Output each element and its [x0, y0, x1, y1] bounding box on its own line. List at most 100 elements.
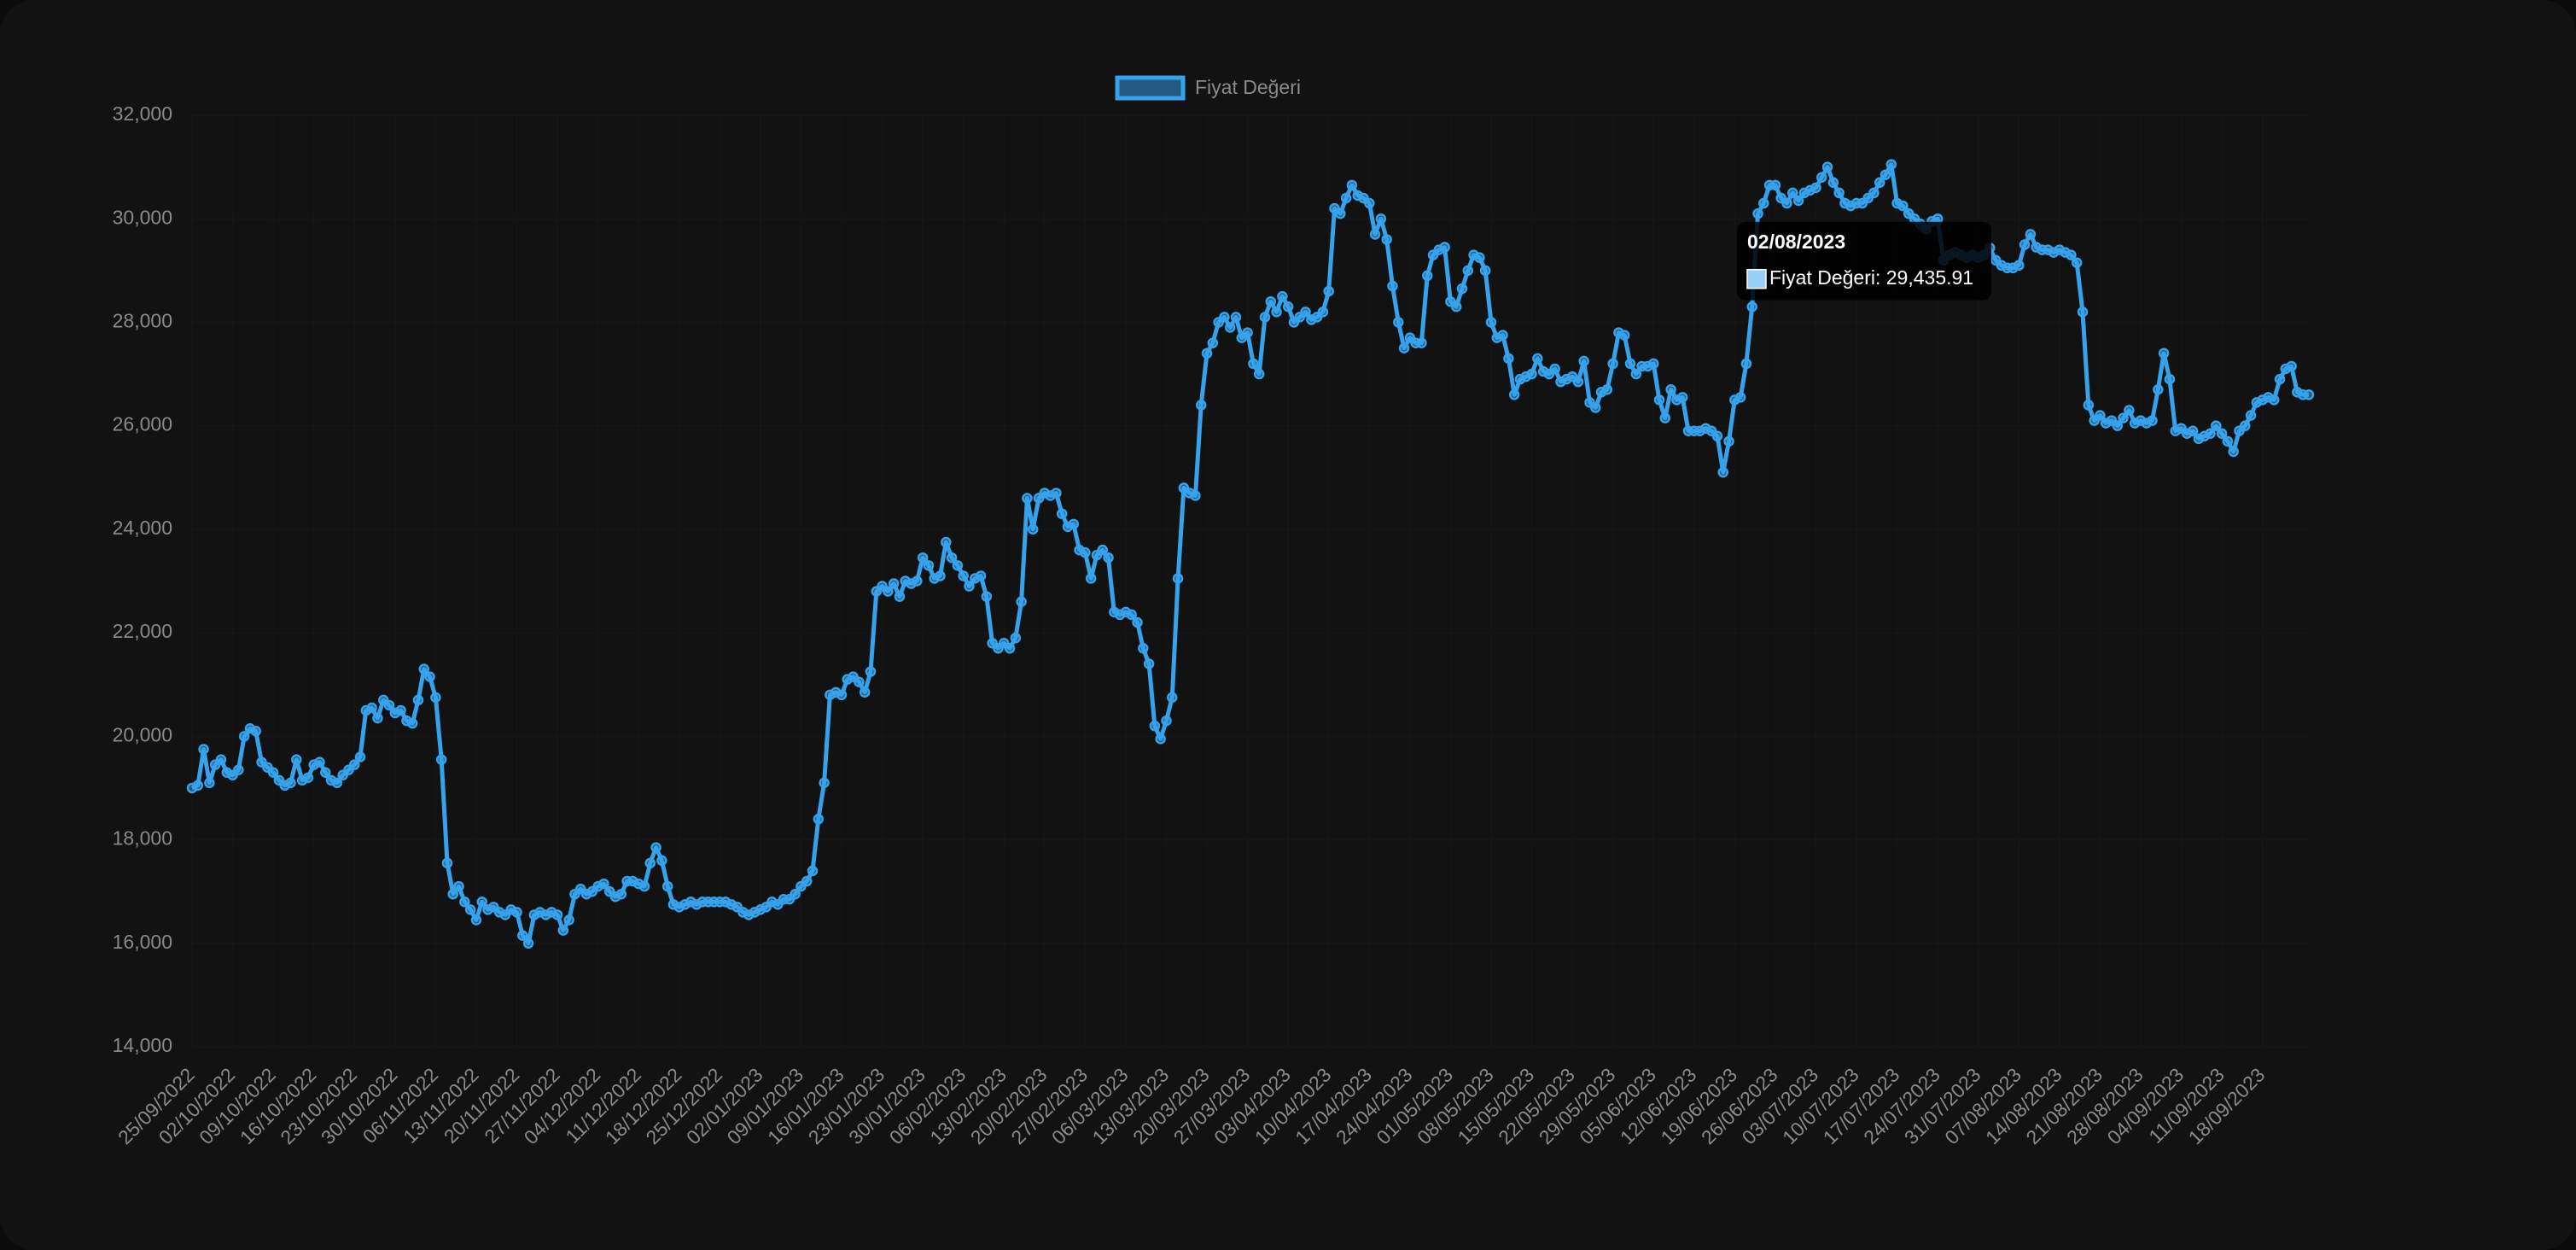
data-point	[470, 914, 482, 926]
data-point	[1792, 195, 1804, 207]
data-point	[1016, 596, 1027, 607]
data-point	[2077, 307, 2089, 318]
data-point	[1752, 207, 1763, 219]
data-point	[1253, 368, 1265, 380]
data-point	[1323, 285, 1334, 297]
data-point	[1526, 368, 1537, 380]
data-point	[1248, 358, 1259, 370]
data-point	[1653, 394, 1665, 406]
data-point	[1143, 658, 1155, 669]
data-point	[1190, 490, 1201, 501]
data-point	[1503, 353, 1514, 365]
data-point	[2303, 389, 2315, 400]
data-point	[1810, 182, 1821, 194]
data-point	[2245, 410, 2257, 421]
data-point	[1085, 573, 1097, 584]
data-point	[1607, 358, 1618, 370]
data-point	[1717, 466, 1729, 478]
data-point	[302, 772, 314, 784]
data-point	[941, 536, 952, 548]
data-point	[233, 764, 244, 775]
data-point	[2083, 400, 2095, 411]
data-point	[1497, 330, 1508, 341]
data-point	[563, 914, 574, 926]
data-point	[1375, 213, 1387, 225]
data-point	[865, 666, 877, 677]
data-point	[331, 777, 343, 789]
data-point	[441, 857, 453, 869]
data-point	[2228, 446, 2239, 458]
data-point	[2025, 229, 2037, 240]
data-point	[424, 671, 435, 682]
data-point	[2158, 348, 2170, 359]
data-point	[1676, 392, 1688, 403]
data-point	[1097, 544, 1108, 556]
data-point	[2147, 415, 2158, 426]
y-tick-label: 26,000	[113, 413, 172, 435]
data-point	[1369, 229, 1381, 240]
data-point	[1230, 312, 1242, 323]
data-point	[1022, 493, 1033, 504]
data-point	[348, 759, 360, 770]
data-point	[958, 570, 969, 581]
data-point	[2268, 394, 2280, 406]
data-point	[813, 814, 825, 825]
data-point	[888, 578, 900, 589]
data-point	[1126, 609, 1137, 621]
data-point	[1242, 327, 1253, 338]
data-point	[2014, 260, 2025, 272]
data-point	[1381, 234, 1392, 245]
data-point	[372, 712, 383, 724]
data-point	[2211, 420, 2222, 431]
data-point	[661, 880, 673, 892]
y-tick-label: 30,000	[113, 206, 172, 228]
data-point	[418, 663, 430, 675]
data-point	[1335, 207, 1346, 219]
data-point	[2071, 257, 2083, 268]
data-point	[1508, 389, 1520, 400]
data-point	[2095, 410, 2106, 421]
data-point	[1601, 383, 1613, 395]
y-tick-label: 14,000	[113, 1034, 172, 1056]
data-point	[935, 570, 946, 581]
data-point	[285, 777, 296, 789]
data-point	[1833, 187, 1845, 199]
data-point	[464, 904, 476, 915]
data-point	[964, 581, 975, 592]
data-point	[598, 878, 609, 890]
data-point	[1665, 383, 1676, 395]
y-tick-label: 32,000	[113, 102, 172, 125]
data-point	[1897, 200, 1909, 212]
data-point	[1155, 733, 1166, 745]
data-point	[790, 888, 801, 900]
data-point	[656, 855, 667, 867]
data-point	[1149, 720, 1161, 732]
data-point	[366, 702, 377, 714]
legend-label: Fiyat Değeri	[1195, 76, 1301, 98]
data-point	[917, 552, 929, 564]
data-point	[1590, 402, 1601, 413]
data-point	[435, 754, 447, 765]
data-point	[2019, 239, 2031, 250]
data-point	[1740, 358, 1752, 370]
data-point	[1885, 159, 1897, 170]
data-point	[1618, 330, 1630, 341]
data-point	[1781, 197, 1792, 209]
data-point	[1462, 265, 1474, 277]
data-point	[1051, 488, 1062, 499]
y-tick-label: 24,000	[113, 517, 172, 539]
data-point	[1103, 552, 1114, 564]
data-point	[836, 689, 848, 701]
data-point	[267, 767, 279, 779]
data-point	[383, 699, 395, 711]
y-tick-label: 18,000	[113, 827, 172, 850]
data-point	[883, 586, 894, 597]
data-point	[511, 907, 522, 918]
data-point	[1787, 187, 1798, 199]
data-point	[1880, 169, 1891, 180]
data-point	[291, 754, 302, 765]
data-point	[1578, 355, 1589, 367]
data-point	[801, 875, 813, 887]
tooltip-swatch	[1746, 268, 1767, 289]
